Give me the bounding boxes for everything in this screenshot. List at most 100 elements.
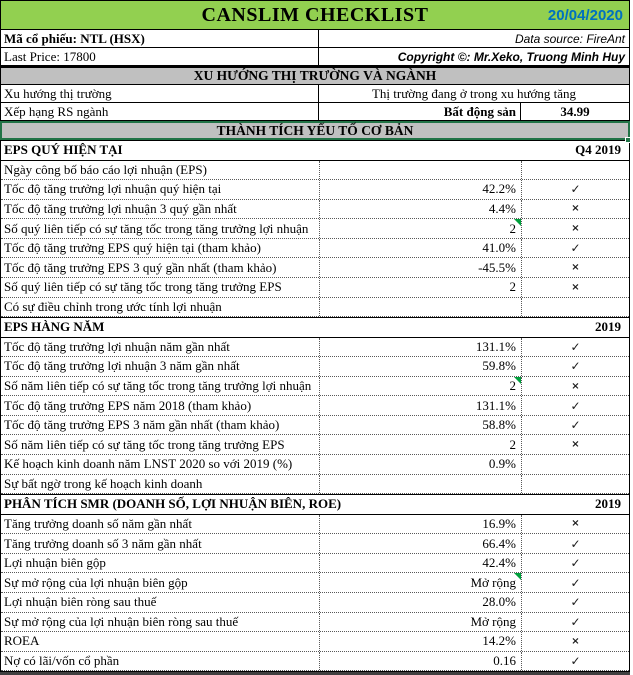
criterion-status-cell[interactable]: ✓ bbox=[521, 534, 629, 553]
criterion-status-cell[interactable]: ✓ bbox=[521, 612, 629, 632]
criterion-label-cell[interactable]: Tăng trưởng doanh số 3 năm gần nhất bbox=[4, 535, 202, 551]
criterion-status-cell[interactable]: × bbox=[521, 199, 629, 219]
note-indicator-icon bbox=[514, 376, 521, 384]
stock-code-cell[interactable]: Mã cổ phiếu: NTL (HSX) bbox=[1, 30, 319, 47]
criterion-status-cell[interactable]: ✓ bbox=[521, 396, 629, 415]
criterion-value-cell[interactable]: 4.4% bbox=[319, 199, 521, 219]
criterion-value-cell[interactable]: 2 bbox=[319, 219, 521, 238]
criterion-status-cell[interactable]: ✓ bbox=[521, 357, 629, 376]
checklist-row: Có sự điều chỉnh trong ước tính lợi nhuậ… bbox=[1, 297, 629, 318]
criterion-value-cell[interactable] bbox=[319, 474, 521, 494]
criterion-status-cell[interactable]: ✓ bbox=[521, 337, 629, 357]
criterion-label-cell[interactable]: Lợi nhuận biên ròng sau thuế bbox=[4, 594, 157, 610]
criterion-label-cell[interactable]: ROEA bbox=[4, 633, 40, 649]
criterion-value-cell[interactable]: Mở rộng bbox=[319, 573, 521, 592]
criterion-status-cell[interactable]: ✓ bbox=[521, 573, 629, 592]
subheader-label-cell[interactable]: PHÂN TÍCH SMR (DOANH SỐ, LỢI NHUẬN BIÊN,… bbox=[4, 496, 342, 512]
criterion-label-cell[interactable]: Ngày công bố báo cáo lợi nhuận (EPS) bbox=[4, 161, 207, 177]
selection-fill-handle[interactable] bbox=[625, 137, 631, 143]
criterion-label-cell[interactable]: Lợi nhuận biên gộp bbox=[4, 555, 106, 571]
criterion-value-cell[interactable]: 58.8% bbox=[319, 415, 521, 435]
criterion-value-cell[interactable]: 131.1% bbox=[319, 337, 521, 357]
criterion-value-cell[interactable]: 131.1% bbox=[319, 396, 521, 415]
criterion-status-cell[interactable]: ✓ bbox=[521, 651, 629, 671]
market-trend-value-cell[interactable]: Thị trường đang ở trong xu hướng tăng bbox=[371, 85, 577, 101]
criterion-value-cell[interactable]: 16.9% bbox=[319, 514, 521, 534]
market-trend-label-cell[interactable]: Xu hướng thị trường bbox=[1, 85, 319, 102]
criterion-label-cell[interactable]: Số năm liên tiếp có sự tăng tốc trong tă… bbox=[4, 436, 285, 452]
criterion-value-cell[interactable]: 14.2% bbox=[319, 632, 521, 651]
criterion-status-cell[interactable]: ✓ bbox=[521, 180, 629, 199]
criterion-value-cell[interactable]: 2 bbox=[319, 435, 521, 454]
criterion-status-cell[interactable] bbox=[521, 474, 629, 494]
criterion-value-cell[interactable]: Mở rộng bbox=[319, 612, 521, 632]
last-price-cell[interactable]: Last Price: 17800 bbox=[1, 48, 319, 65]
criterion-status-cell[interactable]: ✓ bbox=[521, 415, 629, 435]
criterion-status-cell[interactable] bbox=[521, 455, 629, 474]
criterion-value-cell[interactable] bbox=[319, 160, 521, 180]
subheader-label-cell[interactable]: EPS HÀNG NĂM bbox=[4, 319, 105, 335]
criterion-value-cell[interactable]: 28.0% bbox=[319, 592, 521, 612]
criterion-value-cell[interactable]: -45.5% bbox=[319, 258, 521, 277]
criterion-value-cell[interactable] bbox=[319, 297, 521, 317]
criterion-label-cell[interactable]: Tốc độ tăng trưởng lợi nhuận quý hiện tạ… bbox=[4, 181, 222, 197]
criterion-label-cell[interactable]: Tốc độ tăng trưởng lợi nhuận 3 năm gần n… bbox=[4, 358, 240, 374]
criterion-status-cell[interactable]: × bbox=[521, 277, 629, 297]
data-source-cell[interactable]: Data source: FireAnt bbox=[514, 31, 625, 46]
subheader-period-cell[interactable]: Q4 2019 bbox=[575, 142, 621, 158]
rs-rank-label-cell[interactable]: Xếp hạng RS ngành bbox=[1, 103, 319, 120]
subheader-period-cell[interactable]: 2019 bbox=[595, 319, 621, 335]
criterion-status-cell[interactable]: × bbox=[521, 514, 629, 534]
criterion-label-cell[interactable]: Sự bất ngờ trong kế hoạch kinh doanh bbox=[4, 475, 203, 491]
criterion-value-cell[interactable]: 2 bbox=[319, 277, 521, 297]
criterion-status-cell[interactable] bbox=[521, 297, 629, 317]
subheader-label-cell[interactable]: EPS QUÝ HIỆN TẠI bbox=[4, 142, 123, 158]
rs-industry-cell[interactable]: Bất động sản bbox=[319, 103, 521, 120]
criterion-label-cell[interactable]: Tốc độ tăng trưởng EPS 3 năm gần nhất (t… bbox=[4, 417, 280, 433]
criterion-label-cell[interactable]: Tốc độ tăng trưởng EPS năm 2018 (tham kh… bbox=[4, 397, 252, 413]
page-title: CANSLIM CHECKLIST bbox=[201, 3, 429, 26]
criterion-status-cell[interactable]: ✓ bbox=[521, 592, 629, 612]
check-icon: ✓ bbox=[570, 241, 581, 256]
criterion-label-cell[interactable]: Tốc độ tăng trưởng lợi nhuận 3 quý gần n… bbox=[4, 200, 237, 216]
check-icon: ✓ bbox=[570, 182, 581, 197]
copyright-cell[interactable]: Copyright ©: Mr.Xeko, Truong Minh Huy bbox=[397, 49, 625, 64]
criterion-label-cell[interactable]: Số quý liên tiếp có sự tăng tốc trong tă… bbox=[4, 279, 282, 295]
criterion-label-cell[interactable]: Số năm liên tiếp có sự tăng tốc trong tă… bbox=[4, 378, 312, 394]
criterion-value-cell[interactable]: 41.0% bbox=[319, 238, 521, 258]
section-header-fundamentals[interactable]: THÀNH TÍCH YẾU TỐ CƠ BẢN bbox=[0, 121, 630, 140]
criterion-status-cell[interactable]: × bbox=[521, 219, 629, 238]
criterion-value-cell[interactable]: 0.9% bbox=[319, 455, 521, 474]
criterion-status-cell[interactable]: × bbox=[521, 258, 629, 277]
section-header-market-trend[interactable]: XU HƯỚNG THỊ TRƯỜNG VÀ NGÀNH bbox=[0, 66, 630, 85]
criterion-status-cell[interactable]: × bbox=[521, 376, 629, 396]
criterion-status-cell[interactable]: × bbox=[521, 632, 629, 651]
criterion-label-cell[interactable]: Sự mở rộng của lợi nhuận biên ròng sau t… bbox=[4, 613, 239, 629]
criterion-label-cell[interactable]: Số quý liên tiếp có sự tăng tốc trong tă… bbox=[4, 220, 309, 236]
checklist-row: Ngày công bố báo cáo lợi nhuận (EPS) bbox=[1, 160, 629, 181]
criterion-label-cell[interactable]: Tốc độ tăng trưởng EPS 3 quý gần nhất (t… bbox=[4, 259, 277, 275]
checklist-row: Sự bất ngờ trong kế hoạch kinh doanh bbox=[1, 474, 629, 495]
criterion-label-cell[interactable]: Tốc độ tăng trưởng lợi nhuận năm gần nhấ… bbox=[4, 338, 230, 354]
criterion-value-cell[interactable]: 66.4% bbox=[319, 534, 521, 553]
criterion-value-cell[interactable]: 42.2% bbox=[319, 180, 521, 199]
price-info-row: Last Price: 17800 Copyright ©: Mr.Xeko, … bbox=[0, 48, 630, 66]
criterion-status-cell[interactable]: × bbox=[521, 435, 629, 454]
subheader-period-cell[interactable]: 2019 bbox=[595, 496, 621, 512]
rs-score-cell[interactable]: 34.99 bbox=[560, 103, 590, 119]
criterion-value-cell[interactable]: 42.4% bbox=[319, 553, 521, 573]
criterion-label-cell[interactable]: Tốc độ tăng trưởng EPS quý hiện tại (tha… bbox=[4, 240, 261, 256]
criterion-status-cell[interactable]: ✓ bbox=[521, 238, 629, 258]
criterion-label-cell[interactable]: Có sự điều chỉnh trong ước tính lợi nhuậ… bbox=[4, 298, 222, 314]
criterion-label-cell[interactable]: Kế hoạch kinh doanh năm LNST 2020 so với… bbox=[4, 456, 293, 472]
criterion-label-cell[interactable]: Sự mở rộng của lợi nhuận biên gộp bbox=[4, 574, 188, 590]
criterion-value-cell[interactable]: 59.8% bbox=[319, 357, 521, 376]
criterion-label-cell[interactable]: Tăng trưởng doanh số năm gần nhất bbox=[4, 515, 192, 531]
criterion-label-cell[interactable]: Nợ có lãi/vốn cổ phần bbox=[4, 652, 120, 668]
criterion-status-cell[interactable]: ✓ bbox=[521, 553, 629, 573]
criterion-value-cell[interactable]: 0.16 bbox=[319, 651, 521, 671]
check-icon: ✓ bbox=[570, 339, 581, 354]
criterion-value-cell[interactable]: 2 bbox=[319, 376, 521, 396]
criterion-status-cell[interactable] bbox=[521, 160, 629, 180]
checklist-row: Số quý liên tiếp có sự tăng tốc trong tă… bbox=[1, 277, 629, 298]
